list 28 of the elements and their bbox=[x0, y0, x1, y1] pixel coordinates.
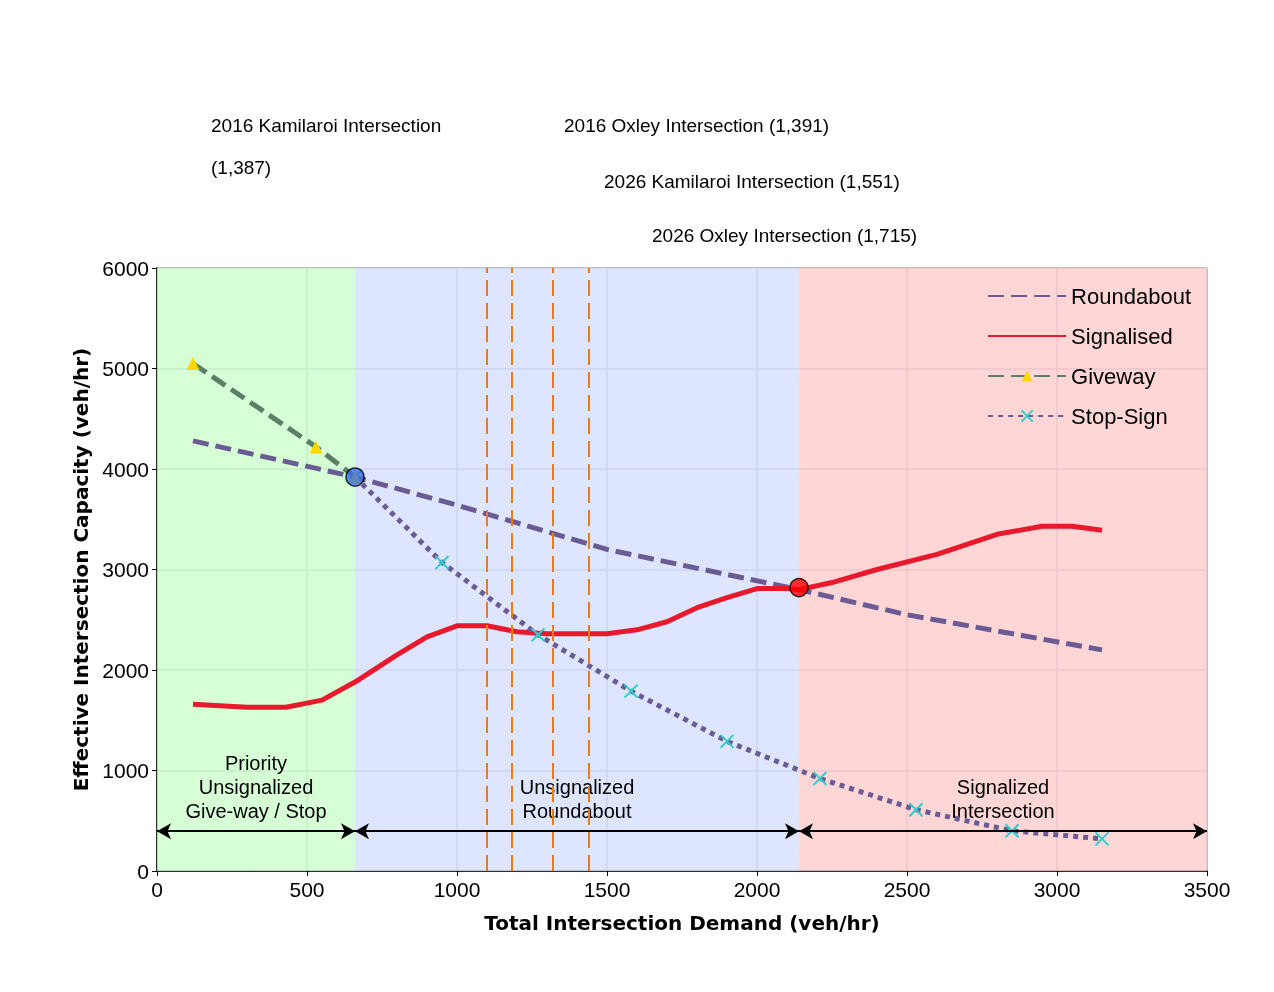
x-tick-label: 2500 bbox=[883, 878, 931, 901]
text: 2016 Oxley Intersection (1,391) bbox=[564, 114, 830, 136]
x-tick-label: 3000 bbox=[1033, 878, 1081, 901]
legend-label: Stop-Sign bbox=[1071, 403, 1168, 429]
x-tick-label: 1000 bbox=[433, 878, 481, 901]
y-tick-label: 5000 bbox=[102, 357, 149, 380]
x-tick-label: 3500 bbox=[1183, 878, 1231, 901]
band-label: Priority Unsignalized Give-way / Stop bbox=[185, 752, 327, 822]
band-label: Unsignalized Roundabout bbox=[519, 776, 635, 822]
legend-label: Giveway bbox=[1071, 363, 1156, 389]
text: 2026 Kamilaroi Intersection (1,551) bbox=[604, 170, 900, 192]
text: 2026 Oxley Intersection (1,715) bbox=[652, 224, 918, 246]
y-tick-label: 3000 bbox=[102, 558, 149, 581]
y-tick-label: 1000 bbox=[102, 759, 149, 782]
x-tick-label: 0 bbox=[151, 878, 163, 901]
band-label: Signalized Intersection bbox=[951, 776, 1055, 822]
y-tick-label: 2000 bbox=[102, 658, 149, 682]
x-tick-label: 500 bbox=[289, 878, 325, 901]
x-tick-label: 2000 bbox=[733, 878, 781, 901]
y-tick-label: 4000 bbox=[102, 457, 149, 481]
y-tick-label: 0 bbox=[137, 859, 149, 883]
legend-label: Roundabout bbox=[1071, 283, 1192, 309]
legend-label: Signalised bbox=[1071, 323, 1173, 349]
x-tick-label: 1500 bbox=[583, 878, 631, 901]
text: 2016 Kamilaroi Intersection (1,387) bbox=[211, 114, 442, 178]
y-tick-label: 6000 bbox=[102, 256, 149, 280]
x-axis-title: Total Intersection Demand (veh/hr) bbox=[484, 911, 880, 935]
y-axis-title: Effective Intersection Capacity (veh/hr) bbox=[69, 347, 94, 792]
